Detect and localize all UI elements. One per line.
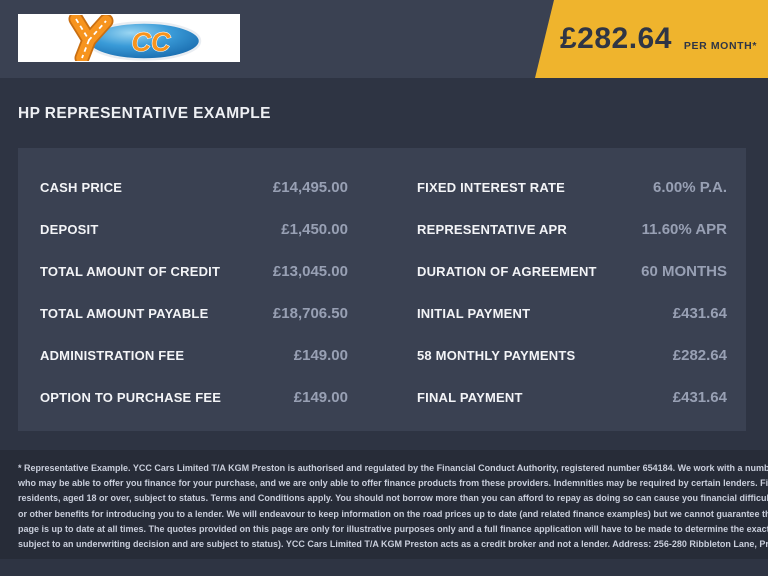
ycc-logo-icon: CC	[68, 15, 202, 61]
finance-column-right: FIXED INTEREST RATE 6.00% P.A. REPRESENT…	[382, 148, 746, 431]
finance-row-admin-fee: ADMINISTRATION FEE £149.00	[40, 334, 348, 376]
finance-row-label: TOTAL AMOUNT PAYABLE	[40, 305, 209, 321]
finance-row-value: £149.00	[293, 346, 348, 364]
monthly-price-suffix: PER MONTH*	[683, 40, 758, 52]
finance-row-apr: REPRESENTATIVE APR 11.60% APR	[417, 208, 727, 250]
finance-row-label: CASH PRICE	[40, 179, 123, 195]
finance-row-final-payment: FINAL PAYMENT £431.64	[417, 376, 727, 418]
finance-row-value: £431.64	[672, 388, 727, 406]
finance-row-value: £431.64	[672, 304, 727, 322]
finance-row-cash-price: CASH PRICE £14,495.00	[40, 166, 348, 208]
monthly-price-banner: £282.64 PER MONTH*	[535, 0, 768, 78]
finance-row-monthly-payments: 58 MONTHLY PAYMENTS £282.64	[417, 334, 727, 376]
finance-row-label: TOTAL AMOUNT OF CREDIT	[40, 263, 221, 279]
logo-cc-text: CC	[132, 27, 171, 57]
finance-column-left: CASH PRICE £14,495.00 DEPOSIT £1,450.00 …	[18, 148, 382, 431]
finance-row-label: REPRESENTATIVE APR	[417, 221, 567, 237]
finance-row-value: £13,045.00	[272, 262, 348, 280]
disclaimer-line: or other benefits for introducing you to…	[18, 508, 768, 519]
page-title: HP REPRESENTATIVE EXAMPLE	[18, 105, 271, 122]
finance-row-label: INITIAL PAYMENT	[417, 305, 531, 321]
finance-row-duration: DURATION OF AGREEMENT 60 MONTHS	[417, 250, 727, 292]
finance-row-option-fee: OPTION TO PURCHASE FEE £149.00	[40, 376, 348, 418]
finance-row-total-credit: TOTAL AMOUNT OF CREDIT £13,045.00	[40, 250, 348, 292]
finance-row-total-payable: TOTAL AMOUNT PAYABLE £18,706.50	[40, 292, 348, 334]
monthly-price-amount: £282.64	[559, 22, 672, 55]
finance-row-value: £18,706.50	[272, 304, 348, 322]
finance-row-value: 11.60% APR	[641, 220, 727, 238]
finance-row-interest-rate: FIXED INTEREST RATE 6.00% P.A.	[417, 166, 727, 208]
finance-row-deposit: DEPOSIT £1,450.00	[40, 208, 348, 250]
dealer-logo: CC	[18, 14, 240, 62]
finance-row-value: £282.64	[672, 346, 727, 364]
finance-row-value: 6.00% P.A.	[653, 178, 727, 196]
header: CC £282.64 PER MONTH*	[0, 0, 768, 78]
finance-row-value: £14,495.00	[272, 178, 348, 196]
finance-row-value: £1,450.00	[281, 220, 348, 238]
finance-row-label: ADMINISTRATION FEE	[40, 347, 185, 363]
finance-row-value: 60 MONTHS	[641, 262, 727, 280]
disclaimer-line: who may be able to offer you finance for…	[18, 478, 768, 489]
finance-row-label: 58 MONTHLY PAYMENTS	[417, 347, 576, 363]
disclaimer-line: residents, aged 18 or over, subject to s…	[18, 493, 768, 504]
disclaimer-line: * Representative Example. YCC Cars Limit…	[18, 463, 768, 473]
disclaimer-line: subject to an underwriting decision and …	[18, 539, 768, 550]
finance-row-label: OPTION TO PURCHASE FEE	[40, 389, 222, 405]
finance-details-panel: CASH PRICE £14,495.00 DEPOSIT £1,450.00 …	[18, 148, 746, 431]
disclaimer-line: page is up to date at all times. The quo…	[18, 523, 768, 534]
finance-row-initial-payment: INITIAL PAYMENT £431.64	[417, 292, 727, 334]
finance-row-label: FINAL PAYMENT	[417, 389, 523, 405]
finance-row-label: DEPOSIT	[40, 221, 99, 237]
disclaimer-smallprint: * Representative Example. YCC Cars Limit…	[0, 450, 768, 559]
finance-row-label: FIXED INTEREST RATE	[417, 179, 566, 195]
finance-row-label: DURATION OF AGREEMENT	[417, 263, 597, 279]
finance-row-value: £149.00	[293, 388, 348, 406]
